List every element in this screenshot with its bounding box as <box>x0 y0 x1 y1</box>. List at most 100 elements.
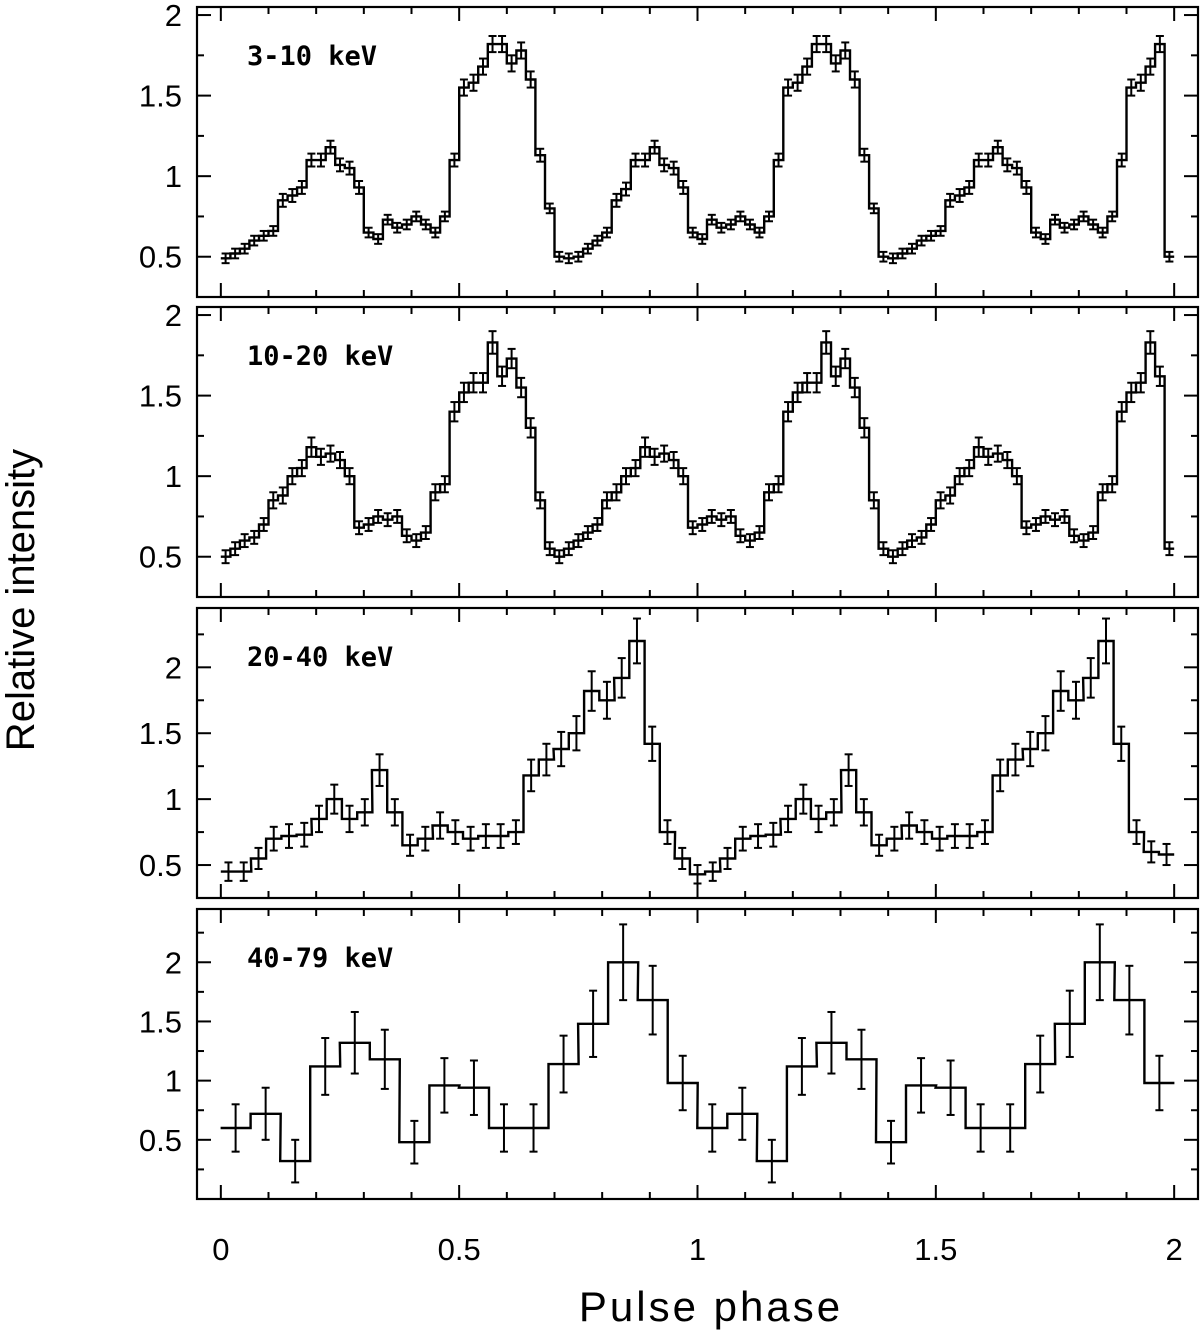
x-axis-label: Pulse phase <box>579 1283 843 1330</box>
error-bar <box>738 825 747 852</box>
error-bar <box>330 783 339 815</box>
error-bar <box>355 520 364 536</box>
error-bar <box>269 491 278 510</box>
error-bar <box>459 381 468 404</box>
error-bar <box>421 525 430 540</box>
error-bar <box>736 528 745 544</box>
error-bar <box>1165 250 1174 263</box>
error-bar <box>574 250 583 263</box>
error-bar <box>784 78 793 97</box>
error-bar <box>393 221 402 234</box>
error-bar <box>679 467 688 486</box>
error-bar <box>459 78 468 97</box>
error-bar <box>1041 233 1050 245</box>
error-bar <box>1165 541 1174 557</box>
error-bar <box>479 372 487 394</box>
error-bar <box>278 192 287 208</box>
y-tick-label: 1.5 <box>139 1004 182 1039</box>
error-bar <box>976 1103 985 1153</box>
error-bar <box>641 152 650 168</box>
error-bar <box>536 147 545 163</box>
error-bar <box>619 923 628 1002</box>
error-bar <box>499 1103 508 1153</box>
histogram-line <box>220 961 1175 1163</box>
error-bar <box>1155 1054 1164 1112</box>
error-bar <box>669 451 678 470</box>
error-bar <box>1051 512 1059 528</box>
error-bar <box>1070 218 1079 231</box>
error-bar <box>650 447 659 466</box>
error-bar <box>726 218 735 231</box>
error-bar <box>240 242 249 255</box>
panel-1: 0.5 1 1.5 2 3-10 keV <box>139 0 1200 299</box>
x-tick-label: 2 <box>1166 1232 1183 1267</box>
error-bar <box>688 520 697 536</box>
error-bar <box>869 202 878 215</box>
error-bar <box>831 54 840 73</box>
error-bar <box>784 804 793 834</box>
error-bar <box>1098 226 1107 239</box>
error-bar <box>955 467 964 486</box>
error-bar <box>869 491 878 510</box>
error-bar <box>632 617 641 665</box>
error-bar <box>564 541 573 557</box>
error-bar <box>221 549 230 565</box>
error-bar <box>717 512 726 528</box>
energy-band-label: 40-79 keV <box>247 943 393 974</box>
x-tick-label: 1 <box>689 1232 706 1267</box>
error-bar <box>545 541 554 557</box>
error-bar <box>648 725 657 762</box>
error-bar <box>231 541 240 557</box>
error-bar <box>946 1059 955 1116</box>
panel-3: 0.5 1 1.5 2 20-40 keV <box>139 606 1200 900</box>
error-bar <box>1060 221 1069 234</box>
error-bar <box>250 234 259 247</box>
error-bar <box>526 70 535 89</box>
error-bar <box>307 152 316 168</box>
error-bar <box>765 210 773 223</box>
error-bar <box>259 517 268 532</box>
error-bar <box>529 1103 538 1153</box>
error-bar <box>315 804 324 834</box>
error-bar <box>1125 964 1134 1036</box>
error-bar <box>726 509 735 524</box>
error-bar <box>974 436 983 458</box>
error-bar <box>622 467 630 486</box>
error-bar <box>708 861 717 882</box>
error-bar <box>316 152 325 168</box>
error-bar <box>481 823 490 849</box>
error-bar <box>488 330 497 355</box>
error-bar <box>612 483 621 502</box>
error-bar <box>355 180 364 195</box>
x-tick-label: 1.5 <box>914 1232 957 1267</box>
error-bar <box>850 376 859 399</box>
error-bar <box>1127 78 1136 97</box>
error-bar <box>936 225 945 237</box>
error-bar <box>936 491 945 510</box>
error-bar <box>663 819 672 845</box>
error-bar <box>1162 842 1171 867</box>
error-bar <box>254 846 263 870</box>
error-bar <box>278 486 287 505</box>
error-bar <box>950 823 959 849</box>
error-bar <box>380 1028 389 1090</box>
error-bar <box>488 35 497 54</box>
error-bar <box>841 41 850 60</box>
error-bar <box>240 533 249 549</box>
error-bar <box>1056 670 1065 712</box>
error-bar <box>844 753 853 787</box>
error-bar <box>496 823 505 849</box>
error-bar <box>875 833 884 857</box>
error-bar <box>754 823 763 849</box>
error-bar <box>993 444 1002 463</box>
error-bar <box>431 226 440 239</box>
error-bar <box>1089 218 1098 231</box>
error-bar <box>507 347 516 370</box>
histogram-line <box>220 341 1175 558</box>
error-bar <box>755 226 764 239</box>
error-bar <box>767 1138 776 1184</box>
error-bar <box>857 1028 866 1090</box>
error-bar <box>765 483 773 502</box>
error-bar <box>908 242 916 255</box>
error-bar <box>803 372 812 394</box>
